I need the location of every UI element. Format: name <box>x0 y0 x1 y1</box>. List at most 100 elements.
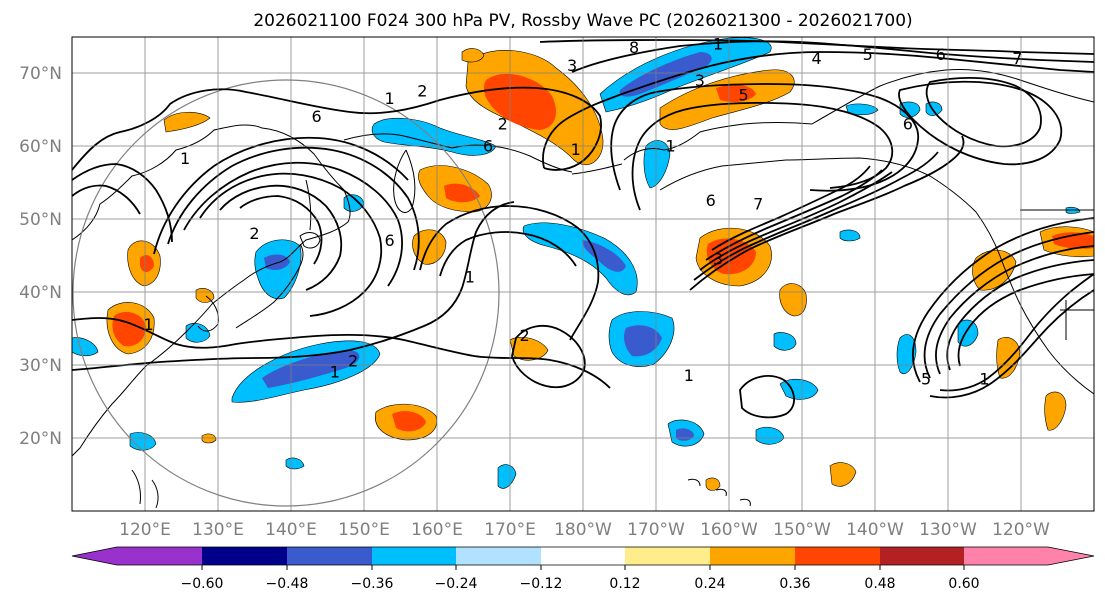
anomaly-negative-core <box>262 350 360 388</box>
longitude-labels: 120°E 130°E 140°E 150°E 160°E 170°E 180°… <box>119 520 1050 540</box>
colorbar-ticks <box>201 565 965 570</box>
anomaly-positive-blob <box>972 249 1017 291</box>
pv-contour <box>935 245 1094 375</box>
colorbar-tick-labels: −0.60 −0.48 −0.36 −0.24 −0.12 0.12 0.24 … <box>181 576 980 592</box>
pv-contour <box>183 161 403 287</box>
anomaly-negative-core <box>624 325 662 357</box>
contour-label: 6 <box>706 191 716 210</box>
pv-contour <box>705 169 883 261</box>
pv-contour <box>739 375 795 419</box>
lat-label: 60°N <box>19 137 62 157</box>
pv-contour <box>239 195 323 265</box>
contour-label: 8 <box>629 38 639 57</box>
pv-contour <box>511 324 586 389</box>
lon-label: 170°E <box>484 520 536 540</box>
pv-contour <box>689 135 965 291</box>
lon-label: 140°W <box>846 520 904 540</box>
pv-contour <box>711 165 871 251</box>
map-frame <box>71 36 1095 512</box>
anomaly-negative-blob <box>129 432 157 451</box>
anomaly-positive-blob <box>829 462 857 487</box>
colorbar-tick-label: −0.36 <box>351 576 394 592</box>
contour-label: 1 <box>571 140 581 159</box>
anomaly-negative-blob <box>899 101 921 118</box>
colorbar-over-extend <box>1048 547 1094 565</box>
figure-title: 2026021100 F024 300 hPa PV, Rossby Wave … <box>253 11 912 31</box>
colorbar-tick-label: −0.12 <box>520 576 563 592</box>
anomaly-positive-core <box>716 84 756 102</box>
anomaly-positive-blob <box>412 229 447 265</box>
pv-contour <box>419 205 600 341</box>
lon-label: 120°E <box>119 520 171 540</box>
anomaly-positive-blob <box>1044 391 1067 431</box>
anomaly-positive-core <box>706 238 756 275</box>
colorbar-outline <box>71 546 1095 566</box>
contour-label: 2 <box>498 115 508 134</box>
coastline-arctic-canada <box>811 69 1094 125</box>
pv-contour <box>929 289 1094 399</box>
anomaly-positive-blob <box>705 477 721 491</box>
lat-label: 20°N <box>19 429 62 449</box>
anomaly-negative-blob <box>643 140 671 189</box>
pv-contour <box>571 40 1094 73</box>
contour-label: 1 <box>144 315 154 334</box>
graticule <box>72 37 1094 511</box>
pv-contour <box>72 86 602 171</box>
contour-label: 1 <box>666 136 676 155</box>
lon-label: 120°W <box>992 520 1050 540</box>
coastline-north-america-west <box>975 211 1094 395</box>
pv-contour <box>219 184 343 291</box>
coastline-japan <box>235 243 304 329</box>
pv-contour <box>898 80 1063 166</box>
contour-label: 6 <box>384 231 394 250</box>
anomaly-positive-core <box>1052 232 1094 249</box>
anomaly-negative-blob <box>839 229 861 242</box>
contour-label: 5 <box>739 85 749 104</box>
contour-label: 5 <box>863 45 873 64</box>
anomaly-positive-core <box>140 255 154 272</box>
colorbar-tick-label: 0.48 <box>864 576 895 592</box>
anomaly-negative-blob <box>779 378 819 400</box>
pv-contour <box>610 83 919 192</box>
contour-label: 2 <box>249 224 259 243</box>
anomaly-positive-blob <box>509 337 549 361</box>
coastline-asia <box>72 124 351 457</box>
colorbar-segment <box>372 547 458 565</box>
colorbar-tick-label: 0.24 <box>694 576 725 592</box>
contour-label: 6 <box>936 45 946 64</box>
contour-label: 6 <box>903 115 913 134</box>
lat-label: 30°N <box>19 356 62 376</box>
pv-contour <box>631 101 894 211</box>
contour-label: 1 <box>713 34 723 53</box>
pv-contour <box>72 201 515 371</box>
rossby-wave-circle <box>72 79 500 507</box>
contour-label: 2 <box>348 352 358 371</box>
pv-contour <box>939 273 1094 392</box>
pv-contour <box>153 136 409 255</box>
contour-label: 2 <box>417 82 427 101</box>
lat-label: 50°N <box>19 210 62 230</box>
negative-anomaly-fills <box>72 37 1081 489</box>
colorbar-segment <box>202 547 288 565</box>
anomaly-positive-blob <box>996 337 1021 379</box>
colorbar-tick-label: 0.12 <box>609 576 640 592</box>
pv-contour <box>439 231 577 277</box>
colorbar-segment <box>880 547 966 565</box>
colorbar-tick-label: −0.24 <box>435 576 478 592</box>
pv-contours <box>72 39 1094 419</box>
anomaly-negative-core <box>264 254 290 270</box>
anomaly-negative-blob <box>773 332 797 351</box>
colorbar-segment <box>625 547 711 565</box>
pv-contour <box>946 259 1094 371</box>
colorbar-segment <box>795 547 881 565</box>
contour-label: 7 <box>1012 49 1022 68</box>
anomaly-positive-core <box>392 411 426 432</box>
pv-contour <box>72 184 141 215</box>
lat-label: 70°N <box>19 64 62 84</box>
anomaly-negative-blob <box>497 464 517 489</box>
contour-label: 4 <box>812 49 822 68</box>
lon-label: 180°W <box>554 520 612 540</box>
pv-contour <box>72 163 173 243</box>
